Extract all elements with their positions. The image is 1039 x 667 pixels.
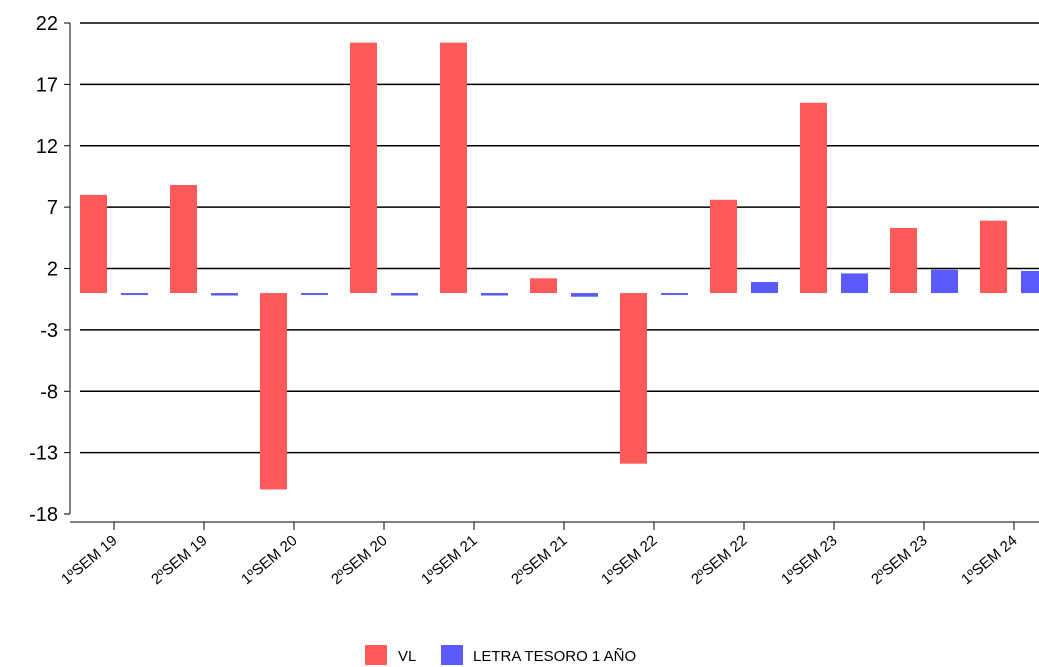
y-tick-label: -8 bbox=[40, 381, 58, 403]
x-tick-label: 1ºSEM 24 bbox=[958, 532, 1020, 588]
x-tick-label: 1ºSEM 23 bbox=[778, 532, 840, 588]
x-tick-label: 2ºSEM 22 bbox=[688, 532, 750, 588]
bar-letra-tesoro-1-a-o-1-sem-19 bbox=[121, 293, 148, 296]
bar-vl-1-sem-22 bbox=[620, 293, 647, 464]
x-tick-labels: 1ºSEM 19 2ºSEM 19 1ºSEM 20 2ºSEM 20 1ºSEM 21… bbox=[58, 522, 1021, 588]
x-tick-label: 1ºSEM 20 bbox=[238, 532, 300, 588]
y-tick-label: 12 bbox=[36, 136, 58, 158]
legend: VL LETRA TESORO 1 AÑO bbox=[365, 645, 636, 665]
bar-vl-1-sem-24 bbox=[980, 220, 1007, 294]
legend-label-vl: VL bbox=[398, 648, 416, 665]
y-tick-label: -18 bbox=[29, 504, 58, 526]
bar-vl-1-sem-23 bbox=[800, 102, 827, 294]
y-tick-labels: 22 17 12 7 2 -3 -8 -13 -18 bbox=[29, 13, 70, 526]
bar-vl-1-sem-21 bbox=[440, 42, 467, 294]
bar-letra-tesoro-1-a-o-2-sem-19 bbox=[211, 293, 238, 296]
gridlines bbox=[80, 22, 1039, 454]
bar-letra-tesoro-1-a-o-1-sem-24 bbox=[1021, 270, 1039, 294]
x-tick-label: 1ºSEM 21 bbox=[418, 532, 480, 588]
legend-swatch-letra-tesoro bbox=[441, 645, 463, 665]
y-tick-label: 22 bbox=[36, 13, 58, 35]
bar-letra-tesoro-1-a-o-2-sem-22 bbox=[751, 282, 778, 294]
bar-letra-tesoro-1-a-o-1-sem-23 bbox=[841, 273, 868, 294]
bar-letra-tesoro-1-a-o-2-sem-21 bbox=[571, 293, 598, 297]
x-tick-label: 2ºSEM 23 bbox=[868, 532, 930, 588]
bar-vl-2-sem-20 bbox=[350, 42, 377, 294]
x-tick-label: 1ºSEM 19 bbox=[58, 532, 120, 588]
bar-vl-2-sem-22 bbox=[710, 199, 737, 294]
y-tick-label: 17 bbox=[36, 74, 58, 96]
x-tick-label: 2ºSEM 20 bbox=[328, 532, 390, 588]
bars bbox=[80, 42, 1039, 490]
bar-vl-1-sem-19 bbox=[80, 194, 107, 294]
x-tick-label: 1ºSEM 22 bbox=[598, 532, 660, 588]
y-tick-label: 7 bbox=[47, 197, 58, 219]
bar-vl-2-sem-19 bbox=[170, 185, 197, 294]
bar-letra-tesoro-1-a-o-1-sem-20 bbox=[301, 293, 328, 296]
legend-label-letra-tesoro: LETRA TESORO 1 AÑO bbox=[473, 648, 636, 665]
bar-letra-tesoro-1-a-o-2-sem-20 bbox=[391, 293, 418, 296]
bar-letra-tesoro-1-a-o-2-sem-23 bbox=[931, 269, 958, 294]
bar-letra-tesoro-1-a-o-1-sem-21 bbox=[481, 293, 508, 296]
y-tick-label: -13 bbox=[29, 443, 58, 465]
bar-letra-tesoro-1-a-o-1-sem-22 bbox=[661, 293, 688, 296]
bar-vl-1-sem-20 bbox=[260, 293, 287, 490]
bar-vl-2-sem-21 bbox=[530, 278, 557, 294]
bar-vl-2-sem-23 bbox=[890, 227, 917, 294]
legend-swatch-vl bbox=[365, 645, 387, 665]
y-tick-label: 2 bbox=[47, 259, 58, 281]
x-tick-label: 2ºSEM 21 bbox=[508, 532, 570, 588]
y-tick-label: -3 bbox=[40, 320, 58, 342]
x-tick-label: 2ºSEM 19 bbox=[148, 532, 210, 588]
